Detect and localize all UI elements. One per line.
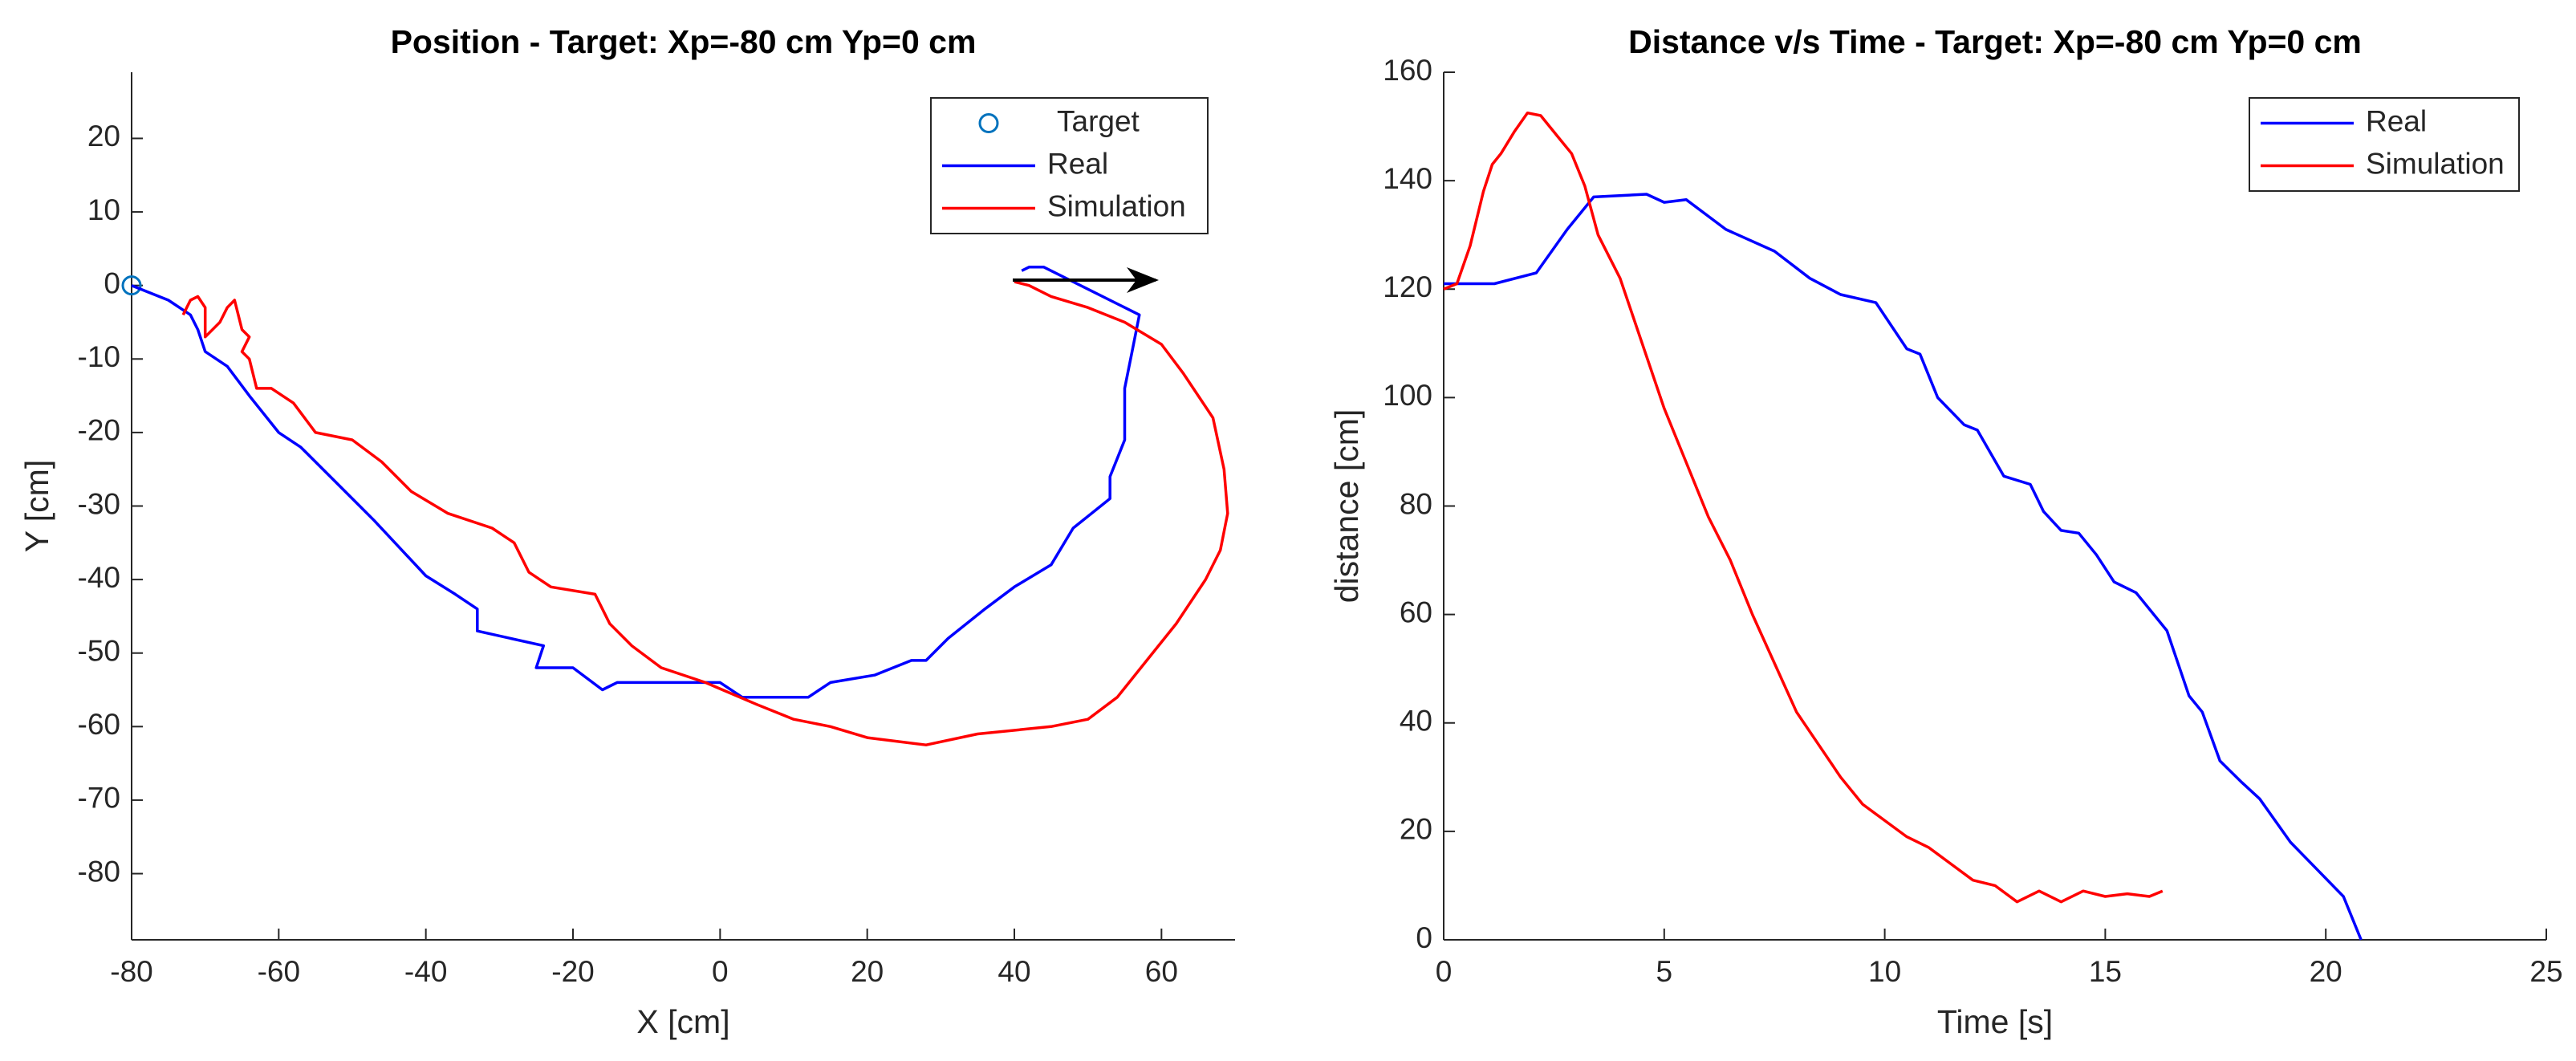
y-tick-label: -30 [78,487,120,520]
y-tick-label: -50 [78,635,120,668]
y-axis-label: distance [cm] [1328,409,1365,604]
y-tick-label: 120 [1383,270,1432,303]
x-tick-label: 0 [1436,955,1453,988]
x-tick-label: 25 [2529,955,2562,988]
target-marker [121,275,142,296]
y-tick-label: 140 [1383,162,1432,195]
x-axis-label: Time [s] [1937,1003,2053,1040]
y-tick-label: 80 [1400,487,1432,520]
series-line [1443,111,2164,904]
x-tick-label: -80 [110,955,152,988]
y-tick-label: 100 [1383,379,1432,412]
x-tick-label: 5 [1656,955,1673,988]
y-tick-label: 40 [1400,705,1432,738]
series-line [181,280,1229,746]
chart-title: Position - Target: Xp=-80 cm Yp=0 cm [391,23,977,60]
y-tick-label: 20 [1400,813,1432,846]
legend-label: Simulation [2366,147,2505,180]
y-tick-label: -20 [78,414,120,447]
x-tick-label: 15 [2089,955,2122,988]
y-tick-label: 60 [1400,596,1432,628]
x-tick-label: -60 [258,955,300,988]
y-tick-label: -40 [78,561,120,594]
x-tick-label: 10 [1868,955,1901,988]
legend-label: Simulation [1047,189,1186,222]
legend-label: Real [1047,147,1108,180]
x-tick-label: -20 [551,955,594,988]
y-tick-label: 20 [87,120,120,152]
series-line [1444,193,2363,941]
legend-marker [978,113,999,133]
series-line [131,266,1141,699]
y-tick-label: -60 [78,708,120,741]
x-tick-label: -40 [404,955,447,988]
chart-title: Distance v/s Time - Target: Xp=-80 cm Yp… [1628,23,2362,60]
x-tick-label: 20 [851,955,884,988]
y-tick-label: -10 [78,340,120,373]
x-tick-label: 60 [1145,955,1178,988]
x-tick-label: 20 [2310,955,2342,988]
y-tick-label: 0 [1416,921,1432,954]
x-tick-label: 40 [997,955,1030,988]
legend-box [2249,97,2520,192]
legend-label: Target [1057,104,1140,137]
y-tick-label: -70 [78,782,120,815]
y-tick-label: 0 [104,266,120,299]
x-axis-label: X [cm] [636,1003,729,1040]
x-tick-label: 0 [712,955,729,988]
y-tick-label: 10 [87,193,120,226]
legend-label: Real [2366,104,2427,137]
y-tick-label: 160 [1383,54,1432,87]
y-axis-label: Y [cm] [18,460,55,552]
y-tick-label: -80 [78,855,120,888]
